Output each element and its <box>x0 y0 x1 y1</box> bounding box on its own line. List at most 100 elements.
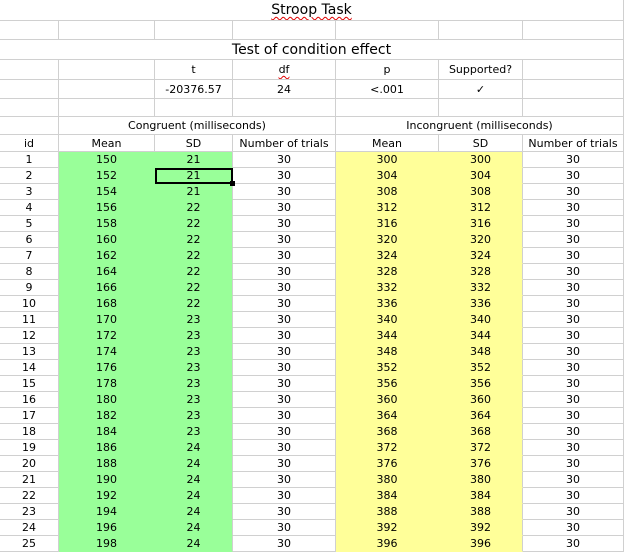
incongruent-mean[interactable]: 364 <box>336 408 439 424</box>
incongruent-trials[interactable]: 30 <box>523 280 624 296</box>
congruent-trials[interactable]: 30 <box>233 536 336 552</box>
incongruent-sd[interactable]: 368 <box>439 424 523 440</box>
col-header-congruent-trials[interactable]: Number of trials <box>233 135 336 152</box>
incongruent-sd[interactable]: 304 <box>439 168 523 184</box>
incongruent-mean[interactable]: 352 <box>336 360 439 376</box>
congruent-sd[interactable]: 23 <box>155 392 233 408</box>
incongruent-mean[interactable]: 376 <box>336 456 439 472</box>
stat-header-df[interactable]: df <box>233 60 336 80</box>
row-id[interactable]: 21 <box>0 472 59 488</box>
congruent-trials[interactable]: 30 <box>233 152 336 168</box>
empty-cell[interactable] <box>0 60 59 80</box>
incongruent-trials[interactable]: 30 <box>523 440 624 456</box>
row-id[interactable]: 18 <box>0 424 59 440</box>
empty-cell[interactable] <box>59 80 155 99</box>
incongruent-trials[interactable]: 30 <box>523 232 624 248</box>
congruent-sd[interactable]: 21 <box>155 152 233 168</box>
incongruent-sd[interactable]: 308 <box>439 184 523 200</box>
row-id[interactable]: 11 <box>0 312 59 328</box>
congruent-mean[interactable]: 160 <box>59 232 155 248</box>
incongruent-trials[interactable]: 30 <box>523 200 624 216</box>
incongruent-mean[interactable]: 348 <box>336 344 439 360</box>
empty-cell[interactable] <box>59 99 155 117</box>
incongruent-mean[interactable]: 300 <box>336 152 439 168</box>
col-header-incongruent-mean[interactable]: Mean <box>336 135 439 152</box>
congruent-trials[interactable]: 30 <box>233 376 336 392</box>
incongruent-trials[interactable]: 30 <box>523 488 624 504</box>
congruent-trials[interactable]: 30 <box>233 232 336 248</box>
congruent-sd[interactable]: 24 <box>155 504 233 520</box>
incongruent-trials[interactable]: 30 <box>523 376 624 392</box>
incongruent-sd[interactable]: 348 <box>439 344 523 360</box>
congruent-trials[interactable]: 30 <box>233 280 336 296</box>
incongruent-trials[interactable]: 30 <box>523 472 624 488</box>
incongruent-mean[interactable]: 312 <box>336 200 439 216</box>
congruent-sd[interactable]: 24 <box>155 536 233 552</box>
congruent-mean[interactable]: 184 <box>59 424 155 440</box>
congruent-mean[interactable]: 152 <box>59 168 155 184</box>
stat-header-t[interactable]: t <box>155 60 233 80</box>
group-header-incongruent[interactable]: Incongruent (milliseconds) <box>336 117 624 135</box>
congruent-trials[interactable]: 30 <box>233 472 336 488</box>
incongruent-sd[interactable]: 316 <box>439 216 523 232</box>
congruent-mean[interactable]: 178 <box>59 376 155 392</box>
incongruent-sd[interactable]: 384 <box>439 488 523 504</box>
row-id[interactable]: 12 <box>0 328 59 344</box>
row-id[interactable]: 16 <box>0 392 59 408</box>
row-id[interactable]: 8 <box>0 264 59 280</box>
congruent-mean[interactable]: 180 <box>59 392 155 408</box>
empty-cell[interactable] <box>439 21 523 40</box>
incongruent-trials[interactable]: 30 <box>523 264 624 280</box>
congruent-sd[interactable]: 22 <box>155 216 233 232</box>
congruent-trials[interactable]: 30 <box>233 184 336 200</box>
row-id[interactable]: 22 <box>0 488 59 504</box>
incongruent-sd[interactable]: 324 <box>439 248 523 264</box>
congruent-sd[interactable]: 23 <box>155 408 233 424</box>
congruent-trials[interactable]: 30 <box>233 520 336 536</box>
congruent-trials[interactable]: 30 <box>233 392 336 408</box>
congruent-sd[interactable]: 22 <box>155 264 233 280</box>
incongruent-mean[interactable]: 360 <box>336 392 439 408</box>
incongruent-sd[interactable]: 352 <box>439 360 523 376</box>
stat-header-supported[interactable]: Supported? <box>439 60 523 80</box>
congruent-mean[interactable]: 182 <box>59 408 155 424</box>
row-id[interactable]: 7 <box>0 248 59 264</box>
empty-cell[interactable] <box>336 99 439 117</box>
congruent-mean[interactable]: 186 <box>59 440 155 456</box>
empty-cell[interactable] <box>233 99 336 117</box>
incongruent-sd[interactable]: 392 <box>439 520 523 536</box>
row-id[interactable]: 10 <box>0 296 59 312</box>
row-id[interactable]: 13 <box>0 344 59 360</box>
row-id[interactable]: 9 <box>0 280 59 296</box>
congruent-mean[interactable]: 166 <box>59 280 155 296</box>
incongruent-sd[interactable]: 388 <box>439 504 523 520</box>
group-header-congruent[interactable]: Congruent (milliseconds) <box>59 117 336 135</box>
congruent-mean[interactable]: 188 <box>59 456 155 472</box>
incongruent-mean[interactable]: 304 <box>336 168 439 184</box>
incongruent-trials[interactable]: 30 <box>523 168 624 184</box>
incongruent-mean[interactable]: 388 <box>336 504 439 520</box>
congruent-sd[interactable]: 21 <box>155 184 233 200</box>
congruent-mean[interactable]: 156 <box>59 200 155 216</box>
selected-cell[interactable]: 21 <box>155 168 233 184</box>
incongruent-mean[interactable]: 336 <box>336 296 439 312</box>
congruent-mean[interactable]: 168 <box>59 296 155 312</box>
congruent-trials[interactable]: 30 <box>233 264 336 280</box>
incongruent-trials[interactable]: 30 <box>523 456 624 472</box>
incongruent-sd[interactable]: 360 <box>439 392 523 408</box>
congruent-trials[interactable]: 30 <box>233 504 336 520</box>
incongruent-sd[interactable]: 364 <box>439 408 523 424</box>
incongruent-sd[interactable]: 356 <box>439 376 523 392</box>
congruent-trials[interactable]: 30 <box>233 312 336 328</box>
incongruent-sd[interactable]: 328 <box>439 264 523 280</box>
congruent-mean[interactable]: 162 <box>59 248 155 264</box>
stat-value-supported[interactable]: ✓ <box>439 80 523 99</box>
congruent-mean[interactable]: 158 <box>59 216 155 232</box>
incongruent-mean[interactable]: 344 <box>336 328 439 344</box>
row-id[interactable]: 4 <box>0 200 59 216</box>
row-id[interactable]: 15 <box>0 376 59 392</box>
sheet-subtitle[interactable]: Test of condition effect <box>0 40 624 60</box>
row-id[interactable]: 24 <box>0 520 59 536</box>
empty-cell[interactable] <box>0 117 59 135</box>
